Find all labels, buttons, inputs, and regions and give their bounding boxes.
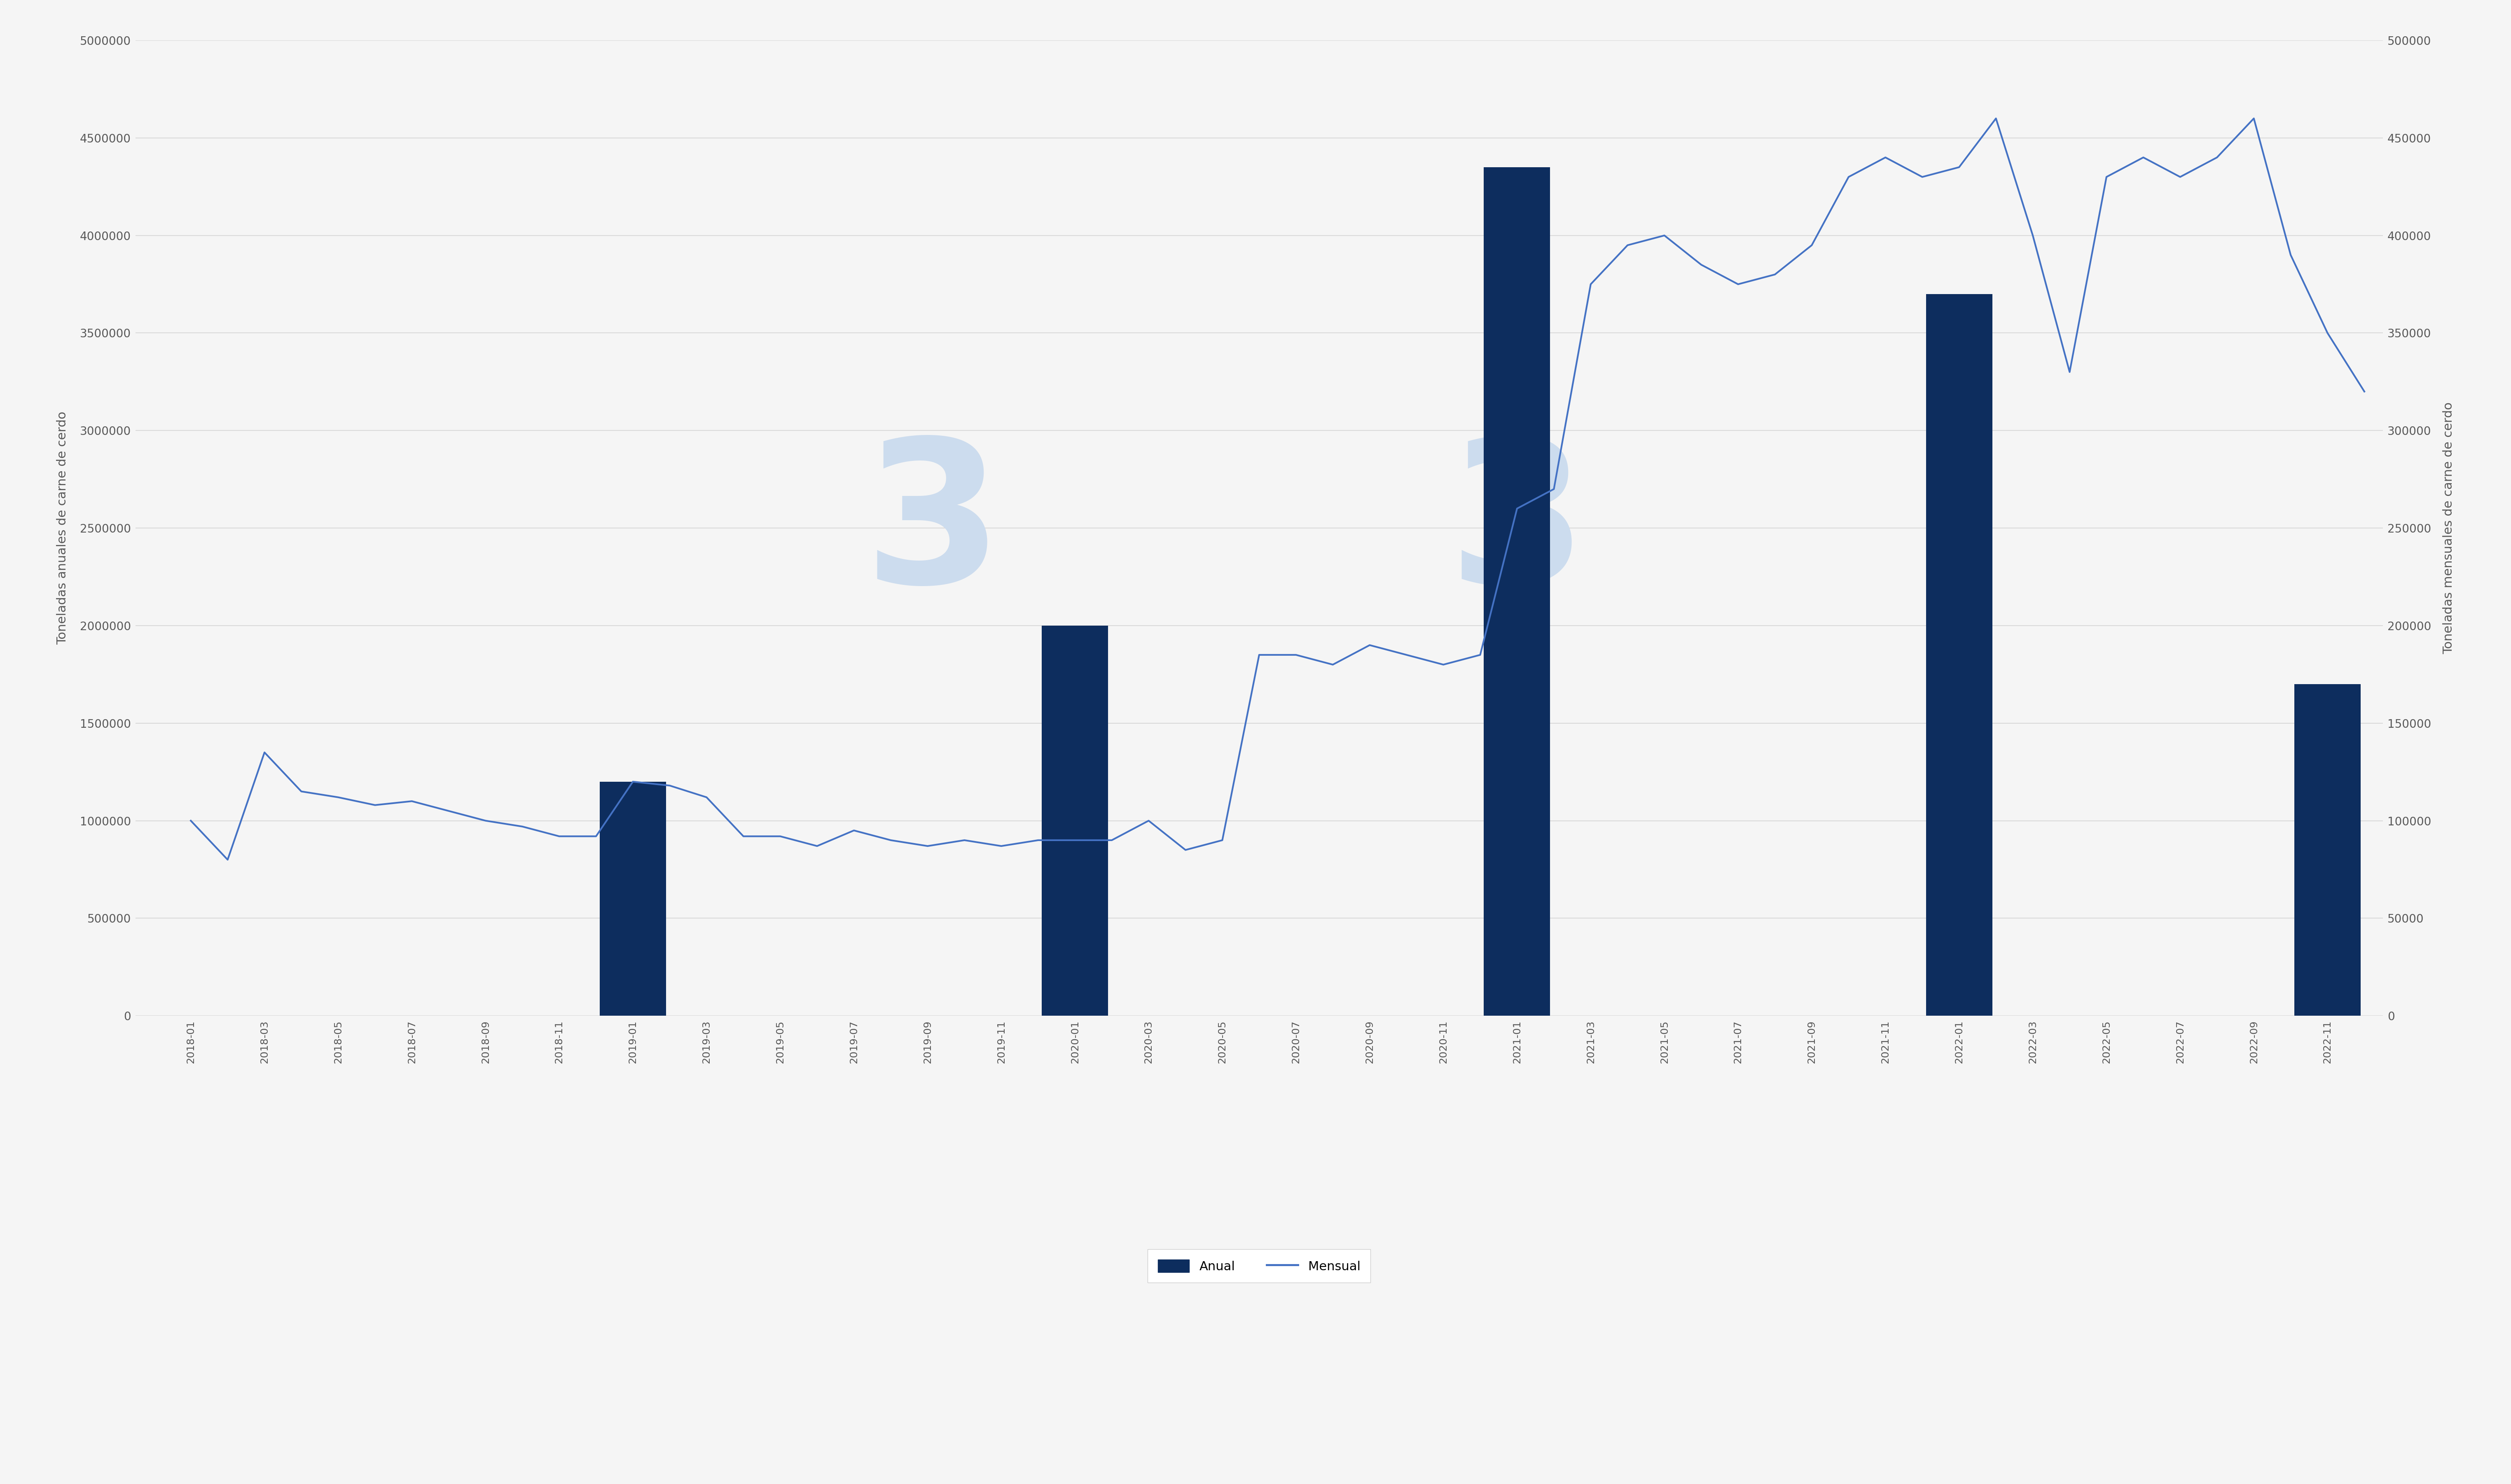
Bar (2295, 684, 2360, 1015)
Text: 3: 3 (864, 432, 1002, 625)
Bar (1926, 294, 1991, 1015)
Text: 3: 3 (1449, 432, 1587, 625)
Bar (1042, 626, 1107, 1015)
Y-axis label: Toneladas mensuales de carne de cerdo: Toneladas mensuales de carne de cerdo (2443, 402, 2456, 654)
Bar (1484, 168, 1549, 1015)
Bar (600, 782, 665, 1015)
Y-axis label: Toneladas anuales de carne de cerdo: Toneladas anuales de carne de cerdo (55, 411, 68, 644)
Legend: Anual, Mensual: Anual, Mensual (1148, 1250, 1371, 1282)
